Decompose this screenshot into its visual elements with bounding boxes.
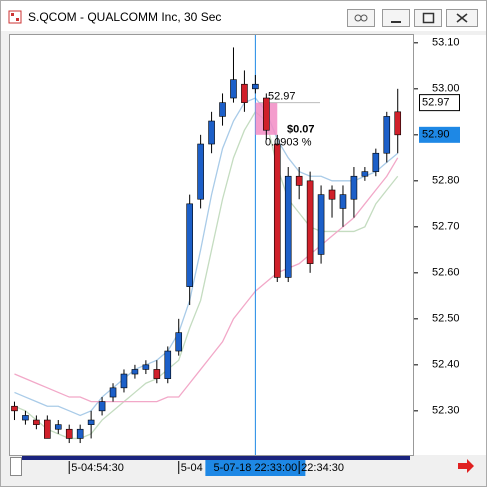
app-icon — [8, 10, 22, 24]
candle-body — [22, 415, 29, 421]
measure-price: 52.97 — [268, 91, 296, 103]
candle-body — [328, 189, 336, 200]
candle-body — [230, 79, 237, 99]
y-tick-label: 52.60 — [432, 267, 460, 279]
crosshair-price-label: 52.97 — [422, 97, 450, 109]
candle-body — [109, 387, 117, 398]
y-tick-label: 52.70 — [432, 221, 460, 233]
measure-percent: 0.0903 % — [265, 137, 312, 149]
x-tick-label: 5-04 — [181, 462, 203, 474]
candle-body — [164, 350, 172, 379]
candle-body — [263, 97, 270, 131]
close-icon — [456, 13, 468, 23]
candle-body — [208, 120, 215, 145]
candle-body — [175, 332, 183, 352]
last-price-label: 52.90 — [422, 129, 450, 141]
candle-body — [142, 364, 150, 370]
window-title: S.QCOM - QUALCOMM Inc, 30 Sec — [28, 10, 221, 24]
y-tick-label: 52.30 — [432, 405, 460, 417]
scrollbar[interactable] — [22, 456, 410, 460]
candle-body — [120, 373, 128, 389]
candle-body — [153, 369, 161, 379]
candle-body — [98, 401, 106, 412]
candle-body — [372, 152, 380, 172]
y-tick-label: 53.00 — [432, 83, 460, 95]
minimize-button[interactable] — [382, 9, 410, 27]
candle-body — [76, 428, 84, 439]
candle-body — [131, 369, 139, 375]
scroll-box[interactable] — [10, 457, 22, 476]
app-icon-dot — [16, 18, 19, 21]
scroll-right-arrow[interactable] — [458, 459, 474, 473]
candle-body — [361, 171, 369, 177]
candle-body — [241, 83, 248, 103]
candle-body — [284, 175, 292, 278]
plot-area — [9, 34, 414, 456]
y-tick-label: 52.40 — [432, 359, 460, 371]
app-icon-dot — [11, 13, 14, 16]
y-tick-label: 52.50 — [432, 313, 460, 325]
candle-body — [186, 203, 193, 287]
candle-body — [350, 175, 358, 200]
moving-average-line — [14, 97, 399, 417]
candle-body — [394, 111, 402, 136]
crosshair-price-box — [419, 94, 460, 112]
x-tick-label: 22:34:30 — [301, 462, 344, 474]
x-tick-label: 5-04:54:30 — [71, 462, 124, 474]
candle-body — [44, 419, 51, 439]
measure-change: $0.07 — [287, 124, 315, 136]
candle-body — [252, 83, 259, 90]
candle-body — [33, 419, 40, 425]
last-price-box — [419, 126, 460, 143]
candle-body — [273, 143, 281, 278]
restore-icon — [422, 12, 435, 24]
crosshair-time-box — [205, 460, 306, 476]
link-icon — [360, 14, 368, 22]
candle-body — [295, 175, 303, 186]
candle-body — [197, 143, 204, 200]
candle-body — [317, 194, 325, 255]
candle-body — [65, 428, 73, 439]
candle-body — [339, 194, 347, 209]
candle-body — [306, 180, 314, 264]
restore-button[interactable] — [414, 9, 442, 27]
candle-body — [87, 419, 95, 425]
candle-body — [11, 405, 18, 412]
y-tick-label: 53.10 — [432, 37, 460, 49]
moving-average-line — [14, 157, 399, 403]
crosshair-time-label: 5-07-18 22:33:00 — [213, 462, 297, 474]
y-tick-label: 52.80 — [432, 175, 460, 187]
candle-body — [219, 102, 226, 117]
candle-body — [54, 424, 62, 430]
candle-body — [383, 116, 391, 154]
